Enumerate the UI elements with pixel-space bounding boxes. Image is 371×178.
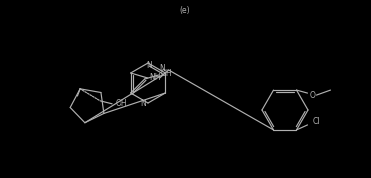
Text: N: N <box>140 98 146 108</box>
Text: (e): (e) <box>180 7 190 15</box>
Text: N: N <box>160 64 165 74</box>
Text: O: O <box>309 91 315 100</box>
Text: OH: OH <box>115 99 127 108</box>
Text: N: N <box>146 62 152 70</box>
Text: OH: OH <box>161 69 173 77</box>
Text: Cl: Cl <box>313 117 320 126</box>
Text: NH: NH <box>149 74 160 82</box>
